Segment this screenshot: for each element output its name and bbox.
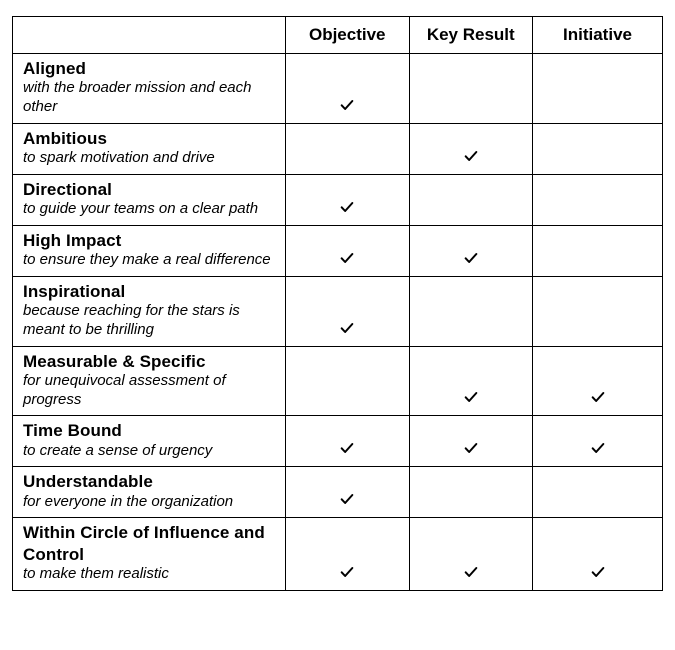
table-row: Ambitiousto spark motivation and drive <box>13 123 663 174</box>
cell-key-result <box>409 346 533 416</box>
check-icon <box>339 199 355 215</box>
row-desc: to create a sense of urgency <box>23 442 277 461</box>
table-row: High Impactto ensure they make a real di… <box>13 225 663 276</box>
cell-key-result <box>409 276 533 346</box>
cell-objective <box>286 54 410 124</box>
row-title: Understandable <box>23 471 277 492</box>
row-title: Ambitious <box>23 128 277 149</box>
row-title: Inspirational <box>23 281 277 302</box>
cell-initiative <box>533 467 663 518</box>
row-title: Within Circle of Influence and Control <box>23 522 277 565</box>
table-row: Time Boundto create a sense of urgency <box>13 416 663 467</box>
cell-initiative <box>533 225 663 276</box>
cell-key-result <box>409 123 533 174</box>
row-title: Directional <box>23 179 277 200</box>
cell-objective <box>286 225 410 276</box>
cell-objective <box>286 416 410 467</box>
row-label: Ambitiousto spark motivation and drive <box>13 123 286 174</box>
check-icon <box>463 389 479 405</box>
cell-initiative <box>533 518 663 590</box>
row-label: High Impactto ensure they make a real di… <box>13 225 286 276</box>
row-label: Time Boundto create a sense of urgency <box>13 416 286 467</box>
row-title: Aligned <box>23 58 277 79</box>
cell-key-result <box>409 416 533 467</box>
row-desc: to ensure they make a real difference <box>23 251 277 270</box>
table-header: Objective Key Result Initiative <box>13 17 663 54</box>
cell-objective <box>286 346 410 416</box>
check-icon <box>463 148 479 164</box>
check-icon <box>590 389 606 405</box>
table-row: Inspirationalbecause reaching for the st… <box>13 276 663 346</box>
row-title: Time Bound <box>23 420 277 441</box>
cell-objective <box>286 518 410 590</box>
check-icon <box>339 440 355 456</box>
header-objective: Objective <box>286 17 410 54</box>
row-desc: to make them realistic <box>23 565 277 584</box>
cell-key-result <box>409 225 533 276</box>
table-body: Alignedwith the broader mission and each… <box>13 54 663 591</box>
check-icon <box>590 440 606 456</box>
header-initiative: Initiative <box>533 17 663 54</box>
table-row: Directionalto guide your teams on a clea… <box>13 174 663 225</box>
cell-key-result <box>409 518 533 590</box>
row-desc: for unequivocal assessment of progress <box>23 372 277 410</box>
row-desc: with the broader mission and each other <box>23 79 277 117</box>
check-icon <box>463 440 479 456</box>
row-desc: to spark motivation and drive <box>23 149 277 168</box>
row-desc: for everyone in the organization <box>23 493 277 512</box>
okr-criteria-table: Objective Key Result Initiative Alignedw… <box>12 16 663 591</box>
cell-initiative <box>533 123 663 174</box>
cell-initiative <box>533 174 663 225</box>
row-title: High Impact <box>23 230 277 251</box>
row-desc: to guide your teams on a clear path <box>23 200 277 219</box>
row-label: Understandablefor everyone in the organi… <box>13 467 286 518</box>
header-key-result: Key Result <box>409 17 533 54</box>
cell-objective <box>286 123 410 174</box>
check-icon <box>590 564 606 580</box>
cell-initiative <box>533 276 663 346</box>
check-icon <box>339 97 355 113</box>
cell-objective <box>286 276 410 346</box>
row-label: Alignedwith the broader mission and each… <box>13 54 286 124</box>
cell-initiative <box>533 416 663 467</box>
check-icon <box>463 564 479 580</box>
row-label: Within Circle of Influence and Controlto… <box>13 518 286 590</box>
row-label: Directionalto guide your teams on a clea… <box>13 174 286 225</box>
cell-objective <box>286 467 410 518</box>
cell-key-result <box>409 174 533 225</box>
row-label: Measurable & Specificfor unequivocal ass… <box>13 346 286 416</box>
row-desc: because reaching for the stars is meant … <box>23 302 277 340</box>
cell-initiative <box>533 346 663 416</box>
table-row: Measurable & Specificfor unequivocal ass… <box>13 346 663 416</box>
cell-key-result <box>409 467 533 518</box>
table-row: Within Circle of Influence and Controlto… <box>13 518 663 590</box>
row-title: Measurable & Specific <box>23 351 277 372</box>
check-icon <box>339 250 355 266</box>
check-icon <box>463 250 479 266</box>
check-icon <box>339 564 355 580</box>
check-icon <box>339 320 355 336</box>
header-empty <box>13 17 286 54</box>
table-row: Understandablefor everyone in the organi… <box>13 467 663 518</box>
cell-initiative <box>533 54 663 124</box>
cell-key-result <box>409 54 533 124</box>
cell-objective <box>286 174 410 225</box>
table-row: Alignedwith the broader mission and each… <box>13 54 663 124</box>
check-icon <box>339 491 355 507</box>
row-label: Inspirationalbecause reaching for the st… <box>13 276 286 346</box>
